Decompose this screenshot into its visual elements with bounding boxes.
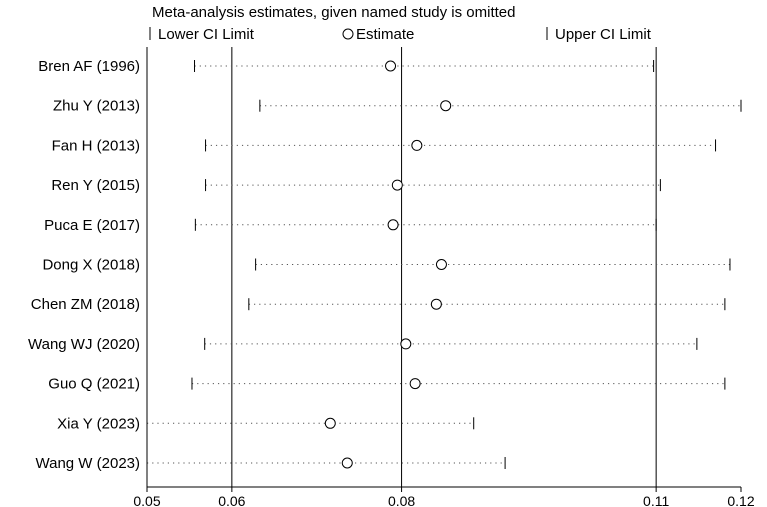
x-tick-label-4: 0.12 xyxy=(727,493,754,507)
legend: Lower CI Limit Estimate Upper CI Limit xyxy=(149,26,652,43)
estimate-point xyxy=(385,60,397,72)
estimate-point xyxy=(411,139,423,151)
plot-area: 0.05 0.06 0.08 0.11 0.12 Bren AF (1996) Zhu Y … xyxy=(28,47,755,507)
estimate-point xyxy=(400,338,412,350)
chart-title: Meta-analysis estimates, given named stu… xyxy=(152,4,516,21)
x-tick-label-2: 0.08 xyxy=(388,493,415,507)
study-label: Ren Y (2015) xyxy=(51,177,140,194)
study-label: Puca E (2017) xyxy=(44,217,140,234)
study-label: Dong X (2018) xyxy=(42,257,140,274)
estimate-point xyxy=(409,378,421,390)
study-label: Fan H (2013) xyxy=(52,137,140,154)
study-label: Guo Q (2021) xyxy=(48,376,140,393)
estimate-point xyxy=(341,457,353,469)
study-label: Bren AF (1996) xyxy=(38,58,140,75)
study-label: Wang WJ (2020) xyxy=(28,336,140,353)
estimate-point xyxy=(324,417,336,429)
study-label: Zhu Y (2013) xyxy=(53,98,140,115)
study-label: Xia Y (2023) xyxy=(57,415,140,432)
legend-upper-ci-label: Upper CI Limit xyxy=(555,26,652,43)
x-tick-label-0: 0.05 xyxy=(133,493,160,507)
estimate-point xyxy=(430,298,442,310)
estimate-point xyxy=(391,179,403,191)
estimate-point xyxy=(440,100,452,112)
legend-estimate-marker xyxy=(342,28,354,40)
x-tick-label-3: 0.11 xyxy=(643,493,669,507)
legend-estimate-label: Estimate xyxy=(356,26,414,43)
legend-lower-ci-label: Lower CI Limit xyxy=(158,26,255,43)
estimate-point xyxy=(387,219,399,231)
study-label: Chen ZM (2018) xyxy=(31,296,140,313)
study-label: Wang W (2023) xyxy=(36,455,140,472)
estimate-point xyxy=(435,259,447,270)
x-tick-label-1: 0.06 xyxy=(218,493,245,507)
